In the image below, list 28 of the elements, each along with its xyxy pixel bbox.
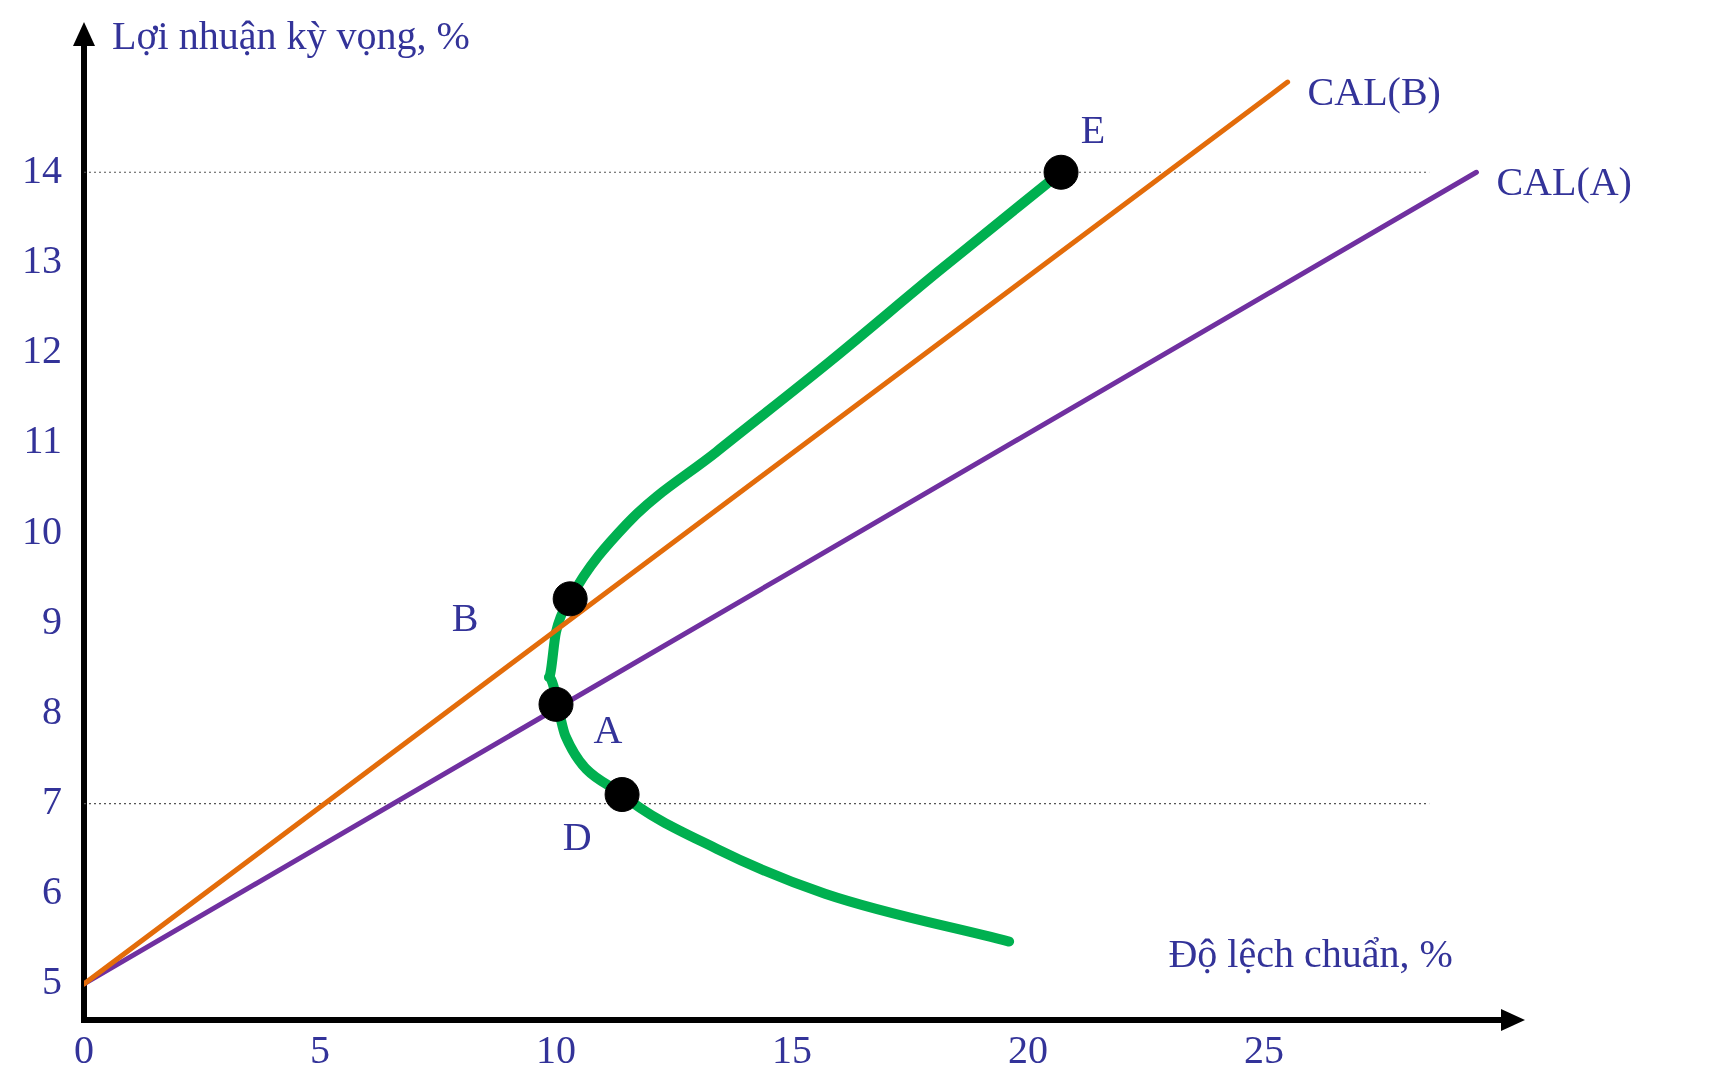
y-tick-label: 8 [42, 687, 62, 733]
annotation: D [562, 814, 592, 860]
point [1043, 154, 1079, 190]
annotation: B [451, 595, 479, 641]
y-tick-label: 13 [22, 236, 62, 282]
x-tick-label: 20 [1008, 1026, 1048, 1072]
y-tick-label: 12 [22, 327, 62, 373]
y-tick-label: 14 [22, 146, 62, 192]
y-tick-label: 5 [42, 958, 62, 1004]
x-tick-label: 15 [772, 1026, 812, 1072]
x-tick-label: 0 [74, 1026, 94, 1072]
series-label: CAL(A) [1496, 158, 1632, 204]
x-tick-label: 10 [536, 1026, 576, 1072]
point [538, 686, 574, 722]
y-axis-title: Lợi nhuận kỳ vọng, % [112, 12, 470, 58]
y-tick-label: 10 [22, 507, 62, 553]
x-tick-label: 25 [1244, 1026, 1284, 1072]
y-tick-label: 9 [42, 597, 62, 643]
x-tick-label: 5 [310, 1026, 330, 1072]
x-axis-title: Độ lệch chuẩn, % [1168, 931, 1453, 977]
series-label: CAL(B) [1307, 68, 1441, 114]
y-tick-label: 6 [42, 868, 62, 914]
annotation: E [1080, 106, 1106, 152]
point [552, 581, 588, 617]
y-tick-label: 7 [42, 778, 62, 824]
point [604, 777, 640, 813]
annotation: A [593, 706, 623, 752]
y-tick-label: 11 [23, 417, 62, 463]
